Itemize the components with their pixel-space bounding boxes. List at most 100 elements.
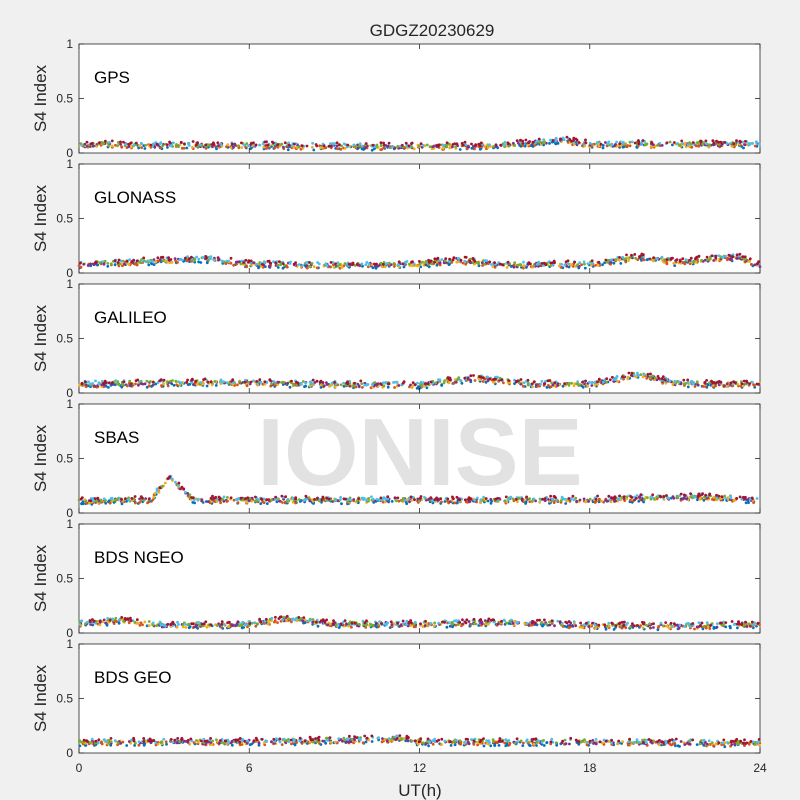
data-point	[158, 146, 162, 150]
data-point	[423, 382, 427, 386]
data-point	[205, 384, 209, 388]
data-point	[648, 376, 652, 380]
data-point	[220, 259, 224, 263]
data-point	[392, 381, 395, 384]
data-point	[451, 145, 454, 149]
data-point	[199, 261, 203, 264]
data-point	[721, 255, 725, 259]
data-point	[186, 492, 190, 495]
data-point	[306, 619, 310, 623]
data-point	[80, 143, 84, 147]
data-point	[724, 497, 727, 500]
data-point	[245, 384, 249, 388]
y-tick-label: 1	[66, 517, 73, 531]
data-point	[124, 143, 128, 146]
data-point	[565, 621, 569, 625]
data-point	[111, 381, 114, 385]
data-point	[96, 263, 100, 267]
data-point	[361, 264, 364, 268]
data-point	[529, 262, 532, 266]
data-point	[587, 500, 590, 503]
data-point	[87, 501, 91, 505]
data-point	[94, 261, 98, 264]
data-point	[505, 621, 509, 625]
data-point	[475, 261, 479, 265]
data-point	[98, 619, 102, 623]
data-point	[338, 143, 341, 147]
data-point	[254, 624, 258, 628]
data-point	[490, 263, 493, 266]
data-point	[543, 262, 546, 265]
data-point	[454, 380, 458, 384]
data-point	[87, 380, 90, 384]
data-point	[755, 140, 758, 144]
data-point	[513, 261, 517, 265]
data-point	[672, 141, 676, 144]
data-point	[195, 141, 199, 145]
data-point	[456, 257, 460, 260]
data-point	[583, 144, 587, 148]
data-point	[622, 624, 626, 627]
data-point	[155, 487, 159, 491]
data-point	[554, 136, 558, 140]
data-point	[375, 143, 379, 147]
data-point	[176, 620, 179, 624]
data-point	[739, 384, 743, 388]
data-point	[630, 374, 633, 377]
data-point	[115, 620, 119, 623]
y-tick-label: 0.5	[56, 572, 73, 586]
data-point	[641, 139, 645, 142]
data-point	[476, 743, 479, 747]
y-axis-label: S4 Index	[31, 304, 50, 372]
data-point	[379, 148, 383, 152]
data-point	[338, 263, 341, 267]
data-point	[272, 260, 275, 263]
y-tick-label: 0	[66, 266, 73, 280]
data-point	[470, 142, 473, 146]
data-point	[230, 142, 234, 146]
data-point	[445, 141, 449, 145]
data-point	[287, 143, 291, 147]
data-point	[488, 377, 492, 381]
data-point	[740, 623, 743, 626]
data-point	[422, 384, 426, 388]
data-point	[110, 499, 114, 503]
data-point	[594, 626, 597, 630]
data-point	[106, 262, 110, 265]
data-point	[576, 263, 580, 266]
data-point	[500, 378, 504, 382]
data-point	[109, 262, 113, 266]
data-point	[638, 255, 641, 258]
data-point	[535, 263, 539, 266]
data-point	[324, 741, 328, 745]
data-point	[167, 476, 171, 480]
data-point	[176, 261, 179, 264]
data-point	[583, 266, 587, 270]
data-point	[532, 264, 536, 268]
data-point	[158, 486, 162, 489]
data-point	[604, 498, 607, 502]
data-point	[702, 498, 706, 502]
data-point	[609, 500, 613, 504]
data-point	[85, 140, 89, 144]
data-point	[510, 618, 513, 622]
data-point	[185, 146, 189, 150]
data-point	[590, 259, 594, 263]
data-point	[245, 500, 249, 504]
data-point	[684, 258, 688, 262]
data-point	[116, 141, 120, 144]
data-point	[503, 140, 507, 144]
data-point	[549, 385, 553, 389]
data-point	[135, 618, 139, 622]
data-point	[630, 253, 633, 257]
data-point	[102, 382, 105, 386]
axes-box	[78, 643, 761, 754]
data-point	[144, 143, 148, 147]
data-point	[285, 614, 289, 618]
data-point	[715, 625, 719, 629]
data-point	[193, 258, 196, 262]
data-point	[624, 623, 628, 627]
data-point	[434, 381, 437, 385]
data-point	[596, 380, 599, 384]
